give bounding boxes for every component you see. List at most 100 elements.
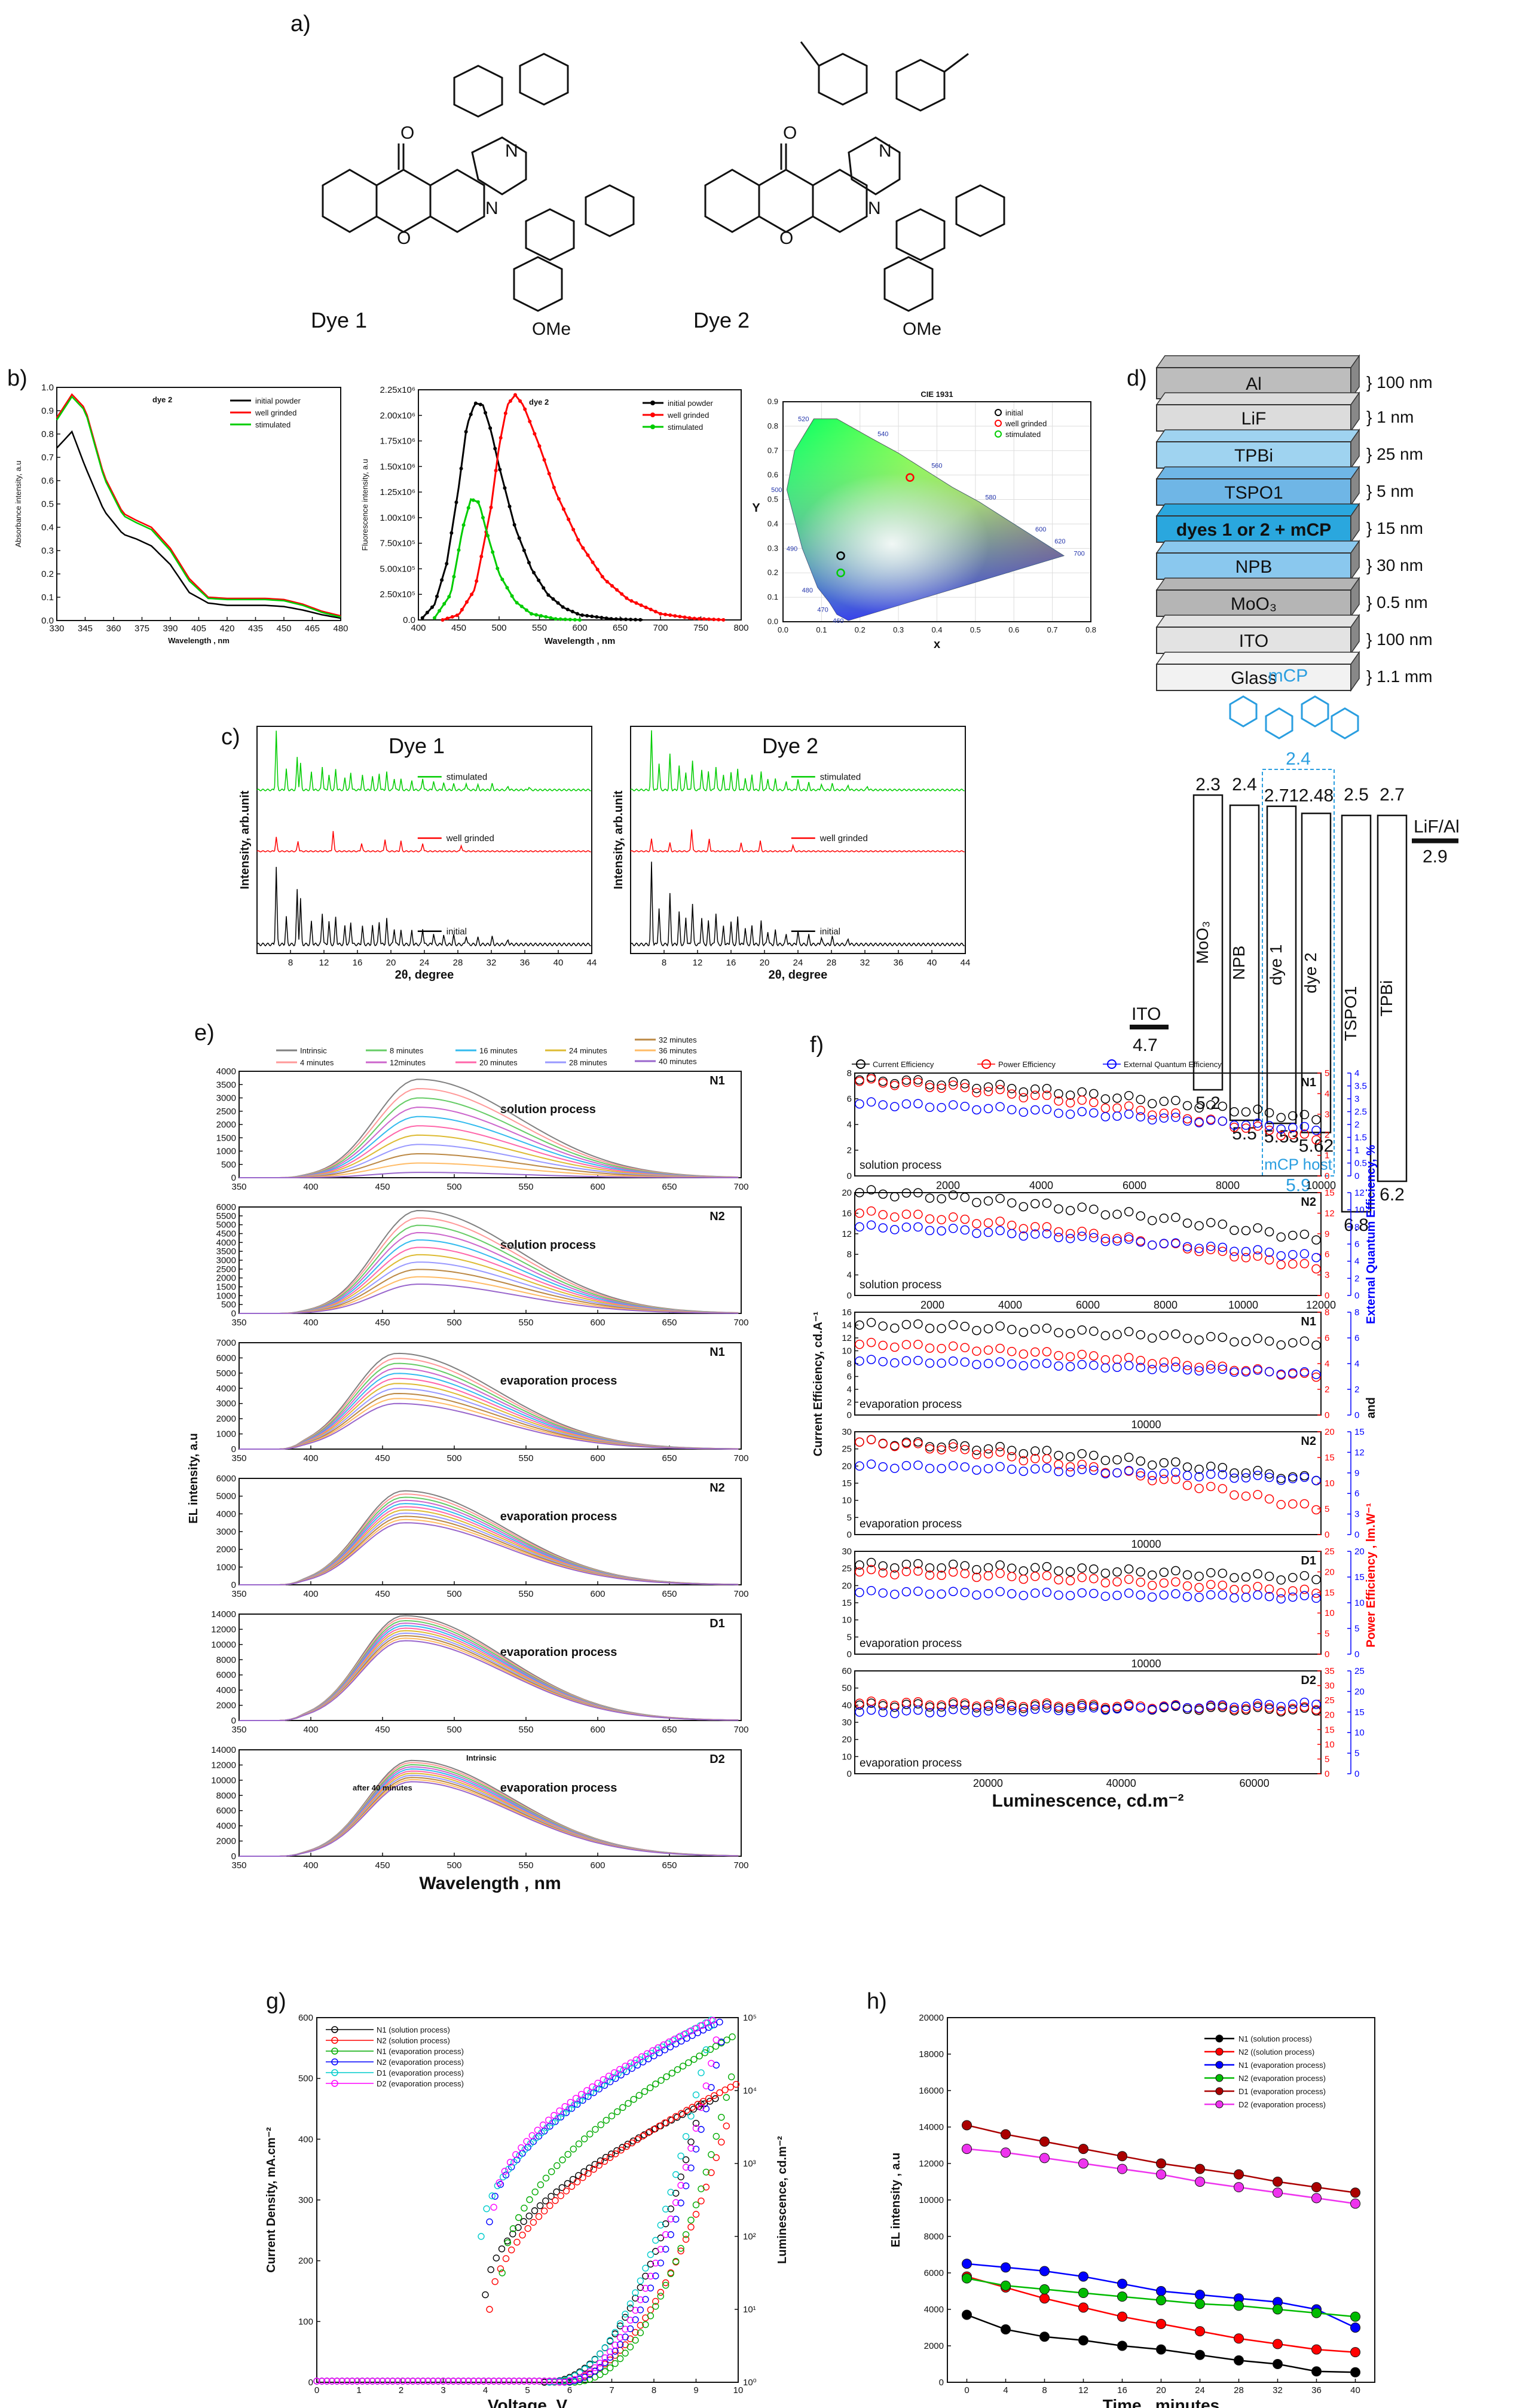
b1-legend-label-1: well grinded <box>255 408 296 417</box>
g-lv-point-0 <box>674 2114 681 2121</box>
f-point <box>1147 1570 1157 1580</box>
f-point <box>1230 1703 1239 1712</box>
g-lv-point-1 <box>601 2158 608 2165</box>
g-jv-point-2 <box>647 2312 655 2320</box>
f-point <box>1065 1362 1075 1371</box>
g-jv-point-1 <box>698 2197 705 2205</box>
g-lv-point-4 <box>527 2140 534 2147</box>
e-xtick-label: 500 <box>446 1860 461 1871</box>
g-jv-point-3 <box>601 2359 608 2366</box>
g-jv-point-1 <box>657 2288 665 2296</box>
g-lv-point-0 <box>493 2254 500 2262</box>
f-point <box>983 1706 993 1716</box>
f-point <box>1276 1260 1286 1270</box>
b2-point <box>673 614 677 618</box>
e-ytick-label: 2000 <box>216 1836 236 1847</box>
f-point <box>855 1099 864 1109</box>
chart-c2-xrd-xtick-label: 32 <box>860 958 870 968</box>
g-lv-point-5 <box>665 2038 673 2046</box>
b2-point <box>471 498 475 502</box>
g-ytick-right-label: 10⁵ <box>743 2013 757 2023</box>
f-point <box>1230 1123 1239 1132</box>
f-point <box>1311 1252 1321 1263</box>
e-device-label-4: D1 <box>709 1617 725 1630</box>
stack-side-6 <box>1350 576 1360 618</box>
f-point <box>1194 1246 1204 1257</box>
b1-xtick-label: 375 <box>134 624 149 634</box>
b2-point <box>687 616 692 620</box>
cathode-label: LiF/Al <box>1414 817 1460 837</box>
b2-point <box>629 618 633 622</box>
f-point <box>937 1358 946 1368</box>
f-point <box>1299 1584 1310 1594</box>
g-jv-point-5 <box>490 2378 497 2385</box>
g-xtick-label: 8 <box>652 2385 656 2395</box>
b2-point <box>585 613 589 618</box>
b2-point <box>445 561 449 566</box>
e-xtick-label: 450 <box>375 1725 390 1735</box>
f-point <box>1054 1350 1063 1361</box>
g-lv-point-5 <box>632 2056 640 2064</box>
b2-point <box>473 401 478 405</box>
g-jv-point-3 <box>692 2146 700 2153</box>
f-point <box>878 1568 888 1578</box>
chart-c2-xrd-xtick-label: 12 <box>693 958 703 968</box>
e-xtick-label: 350 <box>231 1182 246 1192</box>
f-left-1-ytick-label: 16 <box>842 1208 852 1218</box>
f-point <box>1206 1700 1216 1710</box>
b2-point <box>539 614 543 618</box>
e-curve-4-0 <box>239 1615 739 1721</box>
f-point <box>1194 1464 1204 1474</box>
g-jv-point-2 <box>708 2151 715 2158</box>
b1-legend-label-0: initial powder <box>255 396 301 405</box>
h-legend-marker-1 <box>1215 2048 1224 2056</box>
f-point <box>1147 1704 1157 1715</box>
f-point <box>1253 1118 1262 1128</box>
b1-ytick-label: 0.2 <box>41 569 54 579</box>
f-point <box>937 1226 946 1236</box>
f-point <box>1124 1101 1134 1111</box>
b2-point <box>623 618 628 622</box>
cathode-wf: 2.9 <box>1423 847 1448 867</box>
f-point <box>1054 1460 1063 1469</box>
g-jv-point-4 <box>672 2171 680 2178</box>
f-point <box>983 1196 993 1206</box>
f-point <box>1089 1229 1099 1238</box>
f-point <box>995 1569 1005 1578</box>
b2-point <box>481 515 485 520</box>
g-jv-point-5 <box>566 2378 573 2385</box>
f-point <box>1206 1332 1216 1341</box>
f-point <box>948 1442 958 1452</box>
f-point <box>890 1700 900 1710</box>
f-point <box>1089 1204 1099 1214</box>
moo3-homo: 5.2 <box>1195 1093 1221 1113</box>
f-ylabel-right-eqe: External Quantum Efficiency, % <box>1365 1145 1378 1324</box>
h-point-3-1 <box>1001 2280 1011 2291</box>
f-point <box>972 1087 981 1098</box>
f-point <box>1182 1581 1192 1591</box>
f-point <box>1089 1701 1099 1711</box>
h-xtick-label: 40 <box>1350 2385 1360 2395</box>
b2-point <box>440 578 444 582</box>
f-point <box>1311 1593 1321 1603</box>
f-point <box>901 1340 912 1349</box>
e-ytick-label: 500 <box>221 1160 236 1170</box>
f-point <box>1054 1590 1063 1600</box>
f-point <box>1089 1351 1099 1361</box>
f-process-label-4: evaporation process <box>860 1637 962 1650</box>
f-right2-5-ytick-label: 5 <box>1354 1749 1359 1759</box>
f-point <box>972 1465 981 1475</box>
g-jv-point-4 <box>698 2069 705 2076</box>
f-right1-1-ytick-label: 3 <box>1325 1270 1329 1281</box>
g-lv-point-5 <box>583 2087 591 2094</box>
g-lv-point-1 <box>612 2150 619 2158</box>
g-ytick-right-label: 10¹ <box>743 2305 756 2315</box>
chart-g-jvl: 0 1 2 3 4 5 6 7 8 9 10010020030040050060010⁰10¹10²… <box>265 2013 789 2408</box>
g-jv-point-3 <box>622 2333 629 2340</box>
g-lv-point-2 <box>723 2036 730 2044</box>
f-point <box>1194 1582 1204 1593</box>
chart-c1-xrd-title: Dye 1 <box>389 734 445 758</box>
f-right2-0-ytick-label: 3.5 <box>1354 1081 1367 1092</box>
g-lv-point-5 <box>501 2168 509 2175</box>
b2-point <box>576 537 580 542</box>
